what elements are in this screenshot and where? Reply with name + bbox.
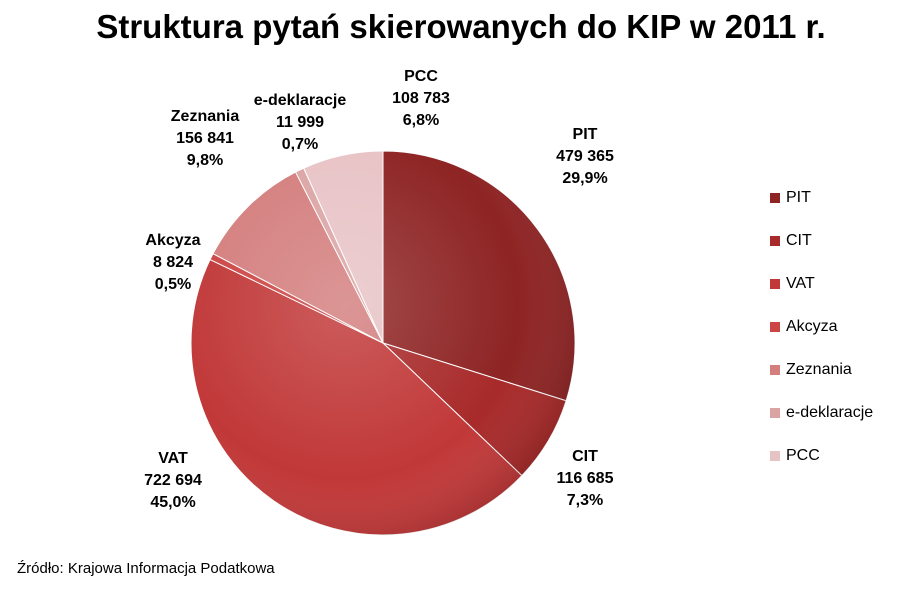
slice-label-name: e-deklaracje [253, 92, 347, 109]
slice-label-percent: 7,3% [566, 492, 604, 509]
legend-swatch [770, 193, 780, 203]
slice-label-value: 156 841 [176, 130, 234, 147]
slice-label-pit: PIT 479 365 29,9% [520, 124, 650, 190]
slice-label-pcc: PCC 108 783 6,8% [356, 66, 486, 132]
slice-label-zeznania: Zeznania 156 841 9,8% [140, 106, 270, 172]
legend-item-pcc: PCC [770, 446, 920, 466]
slice-label-name: Akcyza [145, 232, 201, 249]
legend-swatch [770, 408, 780, 418]
legend-item-akcyza: Akcyza [770, 317, 920, 337]
legend-swatch [770, 451, 780, 461]
slice-label-e-deklaracje: e-deklaracje 11 999 0,7% [235, 90, 365, 156]
slice-label-percent: 0,7% [281, 136, 319, 153]
slice-label-percent: 6,8% [402, 112, 440, 129]
legend-swatch [770, 236, 780, 246]
slice-label-name: PCC [404, 68, 438, 85]
legend-swatch [770, 365, 780, 375]
slice-label-name: CIT [572, 448, 598, 465]
legend-label: Akcyza [786, 318, 838, 335]
legend-label: CIT [786, 232, 812, 249]
slice-label-value: 108 783 [392, 90, 450, 107]
legend-item-zeznania: Zeznania [770, 360, 920, 380]
slice-label-percent: 45,0% [150, 494, 196, 511]
slice-label-value: 8 824 [152, 254, 194, 271]
legend-item-vat: VAT [770, 274, 920, 294]
legend-swatch [770, 322, 780, 332]
slice-label-name: Zeznania [170, 108, 240, 125]
legend-label: PCC [786, 447, 820, 464]
slice-label-name: PIT [572, 126, 598, 143]
slice-label-name: VAT [158, 450, 188, 467]
source-note: Źródło: Krajowa Informacja Podatkowa [17, 560, 275, 577]
slice-label-percent: 0,5% [154, 276, 192, 293]
chart-title: Struktura pytań skierowanych do KIP w 20… [96, 8, 826, 45]
slice-label-akcyza: Akcyza 8 824 0,5% [108, 230, 238, 296]
legend-label: VAT [786, 275, 815, 292]
legend-label: PIT [786, 189, 811, 206]
legend-item-pit: PIT [770, 188, 920, 208]
legend-item-cit: CIT [770, 231, 920, 251]
slice-label-value: 722 694 [144, 472, 202, 489]
legend-swatch [770, 279, 780, 289]
slice-label-vat: VAT 722 694 45,0% [108, 448, 238, 514]
legend-label: Zeznania [786, 361, 852, 378]
slice-label-value: 479 365 [556, 148, 614, 165]
legend-item-e-deklaracje: e-deklaracje [770, 403, 920, 423]
slice-label-value: 116 685 [556, 470, 614, 487]
slice-label-value: 11 999 [275, 114, 325, 131]
slice-label-percent: 9,8% [186, 152, 224, 169]
legend-label: e-deklaracje [786, 404, 874, 421]
slice-label-cit: CIT 116 685 7,3% [520, 446, 650, 512]
slice-label-percent: 29,9% [562, 170, 608, 187]
